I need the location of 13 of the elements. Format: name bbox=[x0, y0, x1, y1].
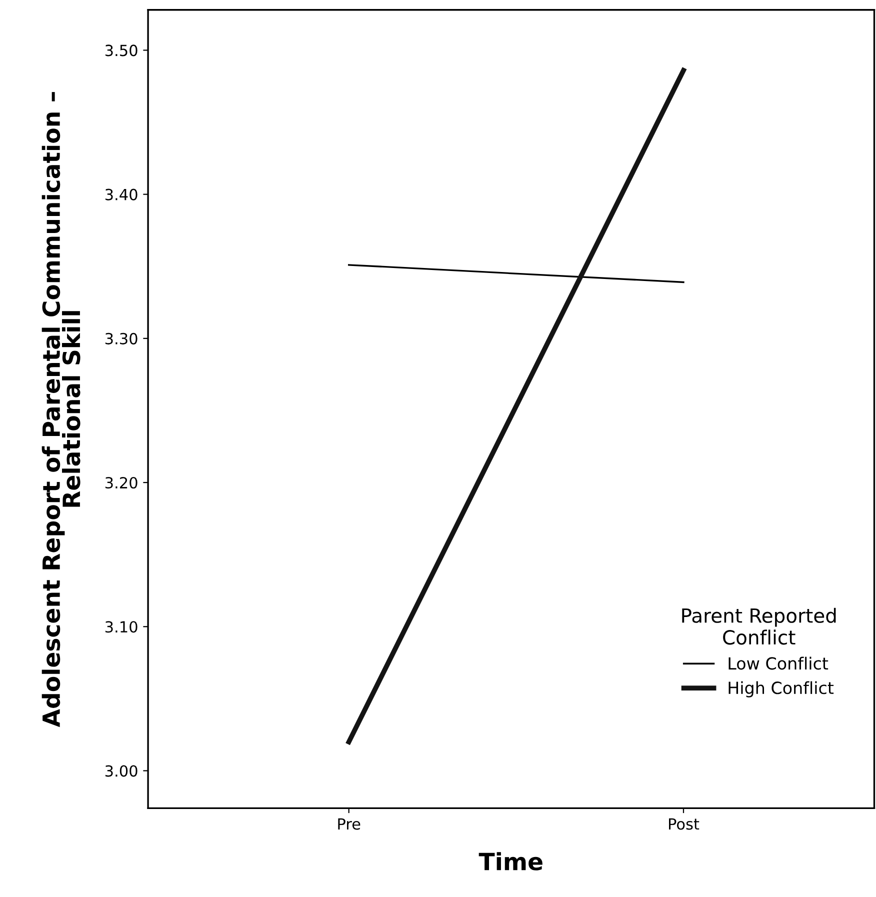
x-tick-label: Post bbox=[669, 818, 700, 830]
y-tick-label: 3.40 bbox=[105, 188, 138, 200]
y-tick-label: 3.30 bbox=[105, 332, 138, 344]
legend-title: Parent Reported Conflict bbox=[682, 608, 836, 645]
legend-label: Low Conflict bbox=[728, 656, 828, 670]
y-tick-label: 3.00 bbox=[105, 765, 138, 777]
y-tick-label: 3.20 bbox=[105, 476, 138, 489]
x-axis-title: Time bbox=[478, 852, 542, 870]
y-axis-title: Adolescent Report of Parental Communication – Relational Skill bbox=[42, 92, 80, 728]
x-tick-label: Pre bbox=[338, 818, 360, 830]
y-tick-label: 3.50 bbox=[105, 44, 138, 56]
legend-label: High Conflict bbox=[728, 681, 834, 698]
y-tick-label: 3.10 bbox=[105, 621, 138, 633]
